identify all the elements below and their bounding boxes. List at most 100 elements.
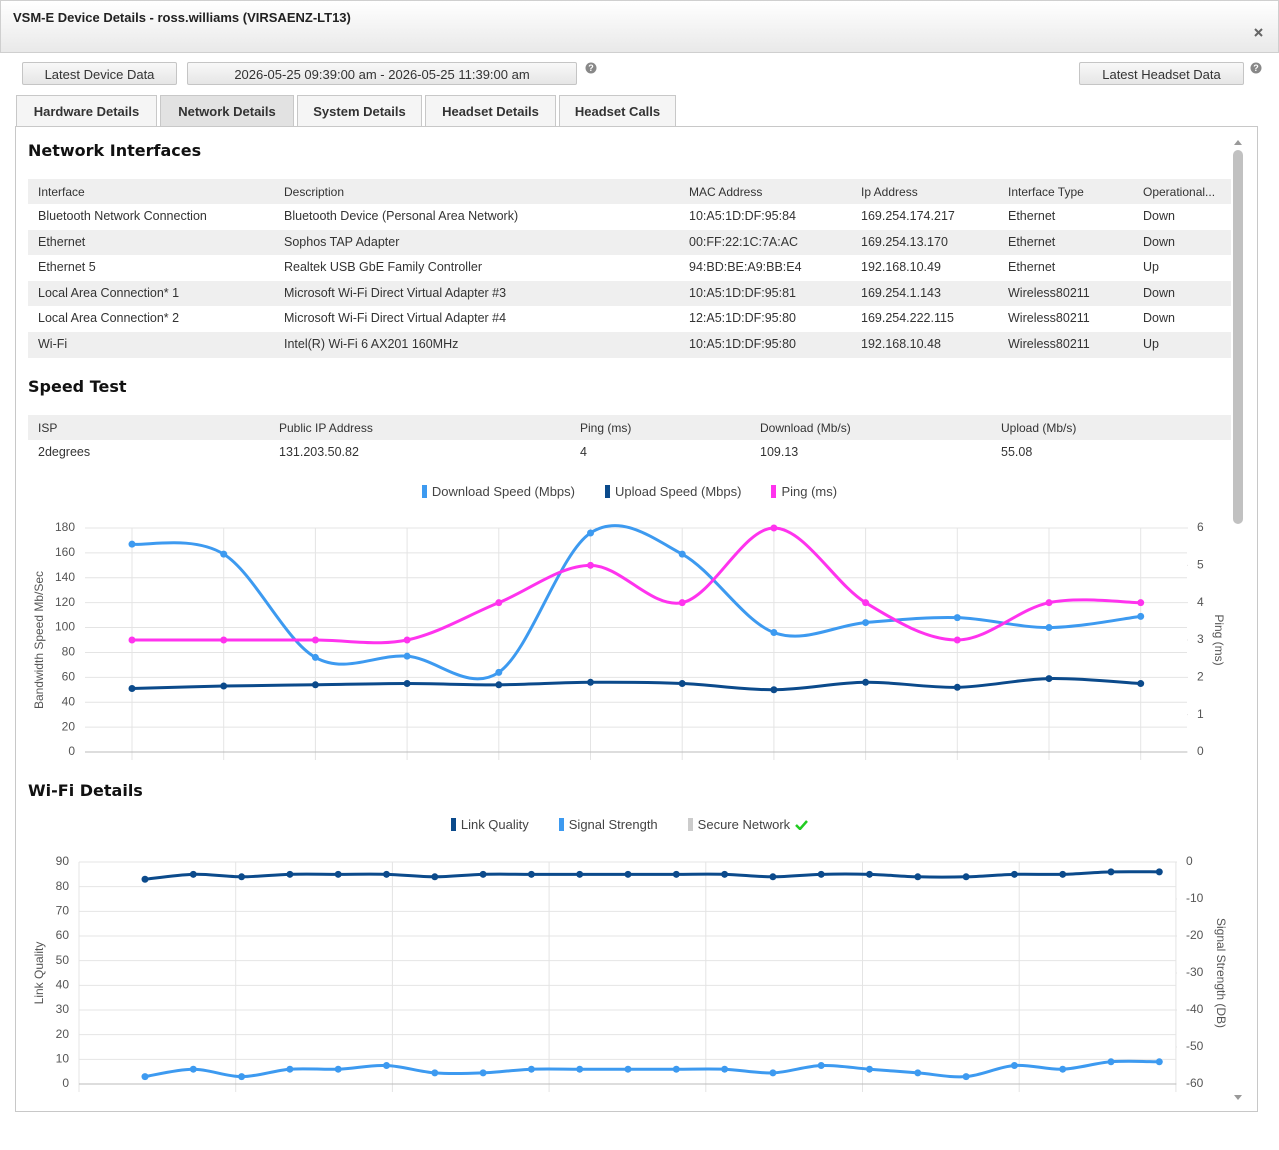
column-header: Interface <box>38 185 85 199</box>
legend-swatch <box>558 818 564 831</box>
table-cell: Bluetooth Network Connection <box>38 209 207 223</box>
legend-swatch <box>687 818 693 831</box>
table-cell: Wireless80211 <box>1008 285 1090 300</box>
scrollbar-thumb[interactable] <box>1233 150 1243 524</box>
column-header: Description <box>284 185 345 199</box>
table-cell: 4 <box>580 445 587 459</box>
scroll-up[interactable] <box>1233 138 1243 146</box>
table-cell: Up <box>1143 337 1159 351</box>
legend-label: Signal Strength <box>568 817 658 832</box>
legend-swatch <box>421 485 427 498</box>
scroll-down[interactable] <box>1233 1094 1243 1102</box>
table-cell: Down <box>1143 209 1175 223</box>
row-shade <box>28 229 1231 256</box>
latest-device-button[interactable]: Latest Device Data <box>22 62 177 85</box>
table-cell: 169.254.13.170 <box>861 234 948 249</box>
column-header: Ping (ms) <box>580 421 632 435</box>
legend-item: Ping (ms) <box>771 484 837 499</box>
column-header: Ip Address <box>861 185 918 199</box>
column-header: Interface Type <box>1008 185 1084 199</box>
column-header: Operational... <box>1143 185 1216 199</box>
legend: Download Speed (Mbps) Upload Speed (Mbps)… <box>28 484 1231 499</box>
latest-headset-button[interactable]: Latest Headset Data <box>1079 62 1244 85</box>
table-cell: 00:FF:22:1C:7A:AC <box>689 234 799 249</box>
table-cell: Up <box>1143 260 1159 275</box>
table-cell: 2degrees <box>38 445 91 459</box>
legend-item: Download Speed (Mbps) <box>421 484 575 499</box>
date-range-button[interactable]: 2026-05-25 09:39:00 am - 2026-05-25 11:3… <box>187 62 577 85</box>
tab[interactable]: Headset Calls <box>559 95 676 126</box>
column-header: Public IP Address <box>279 421 373 435</box>
table-header <box>28 179 1231 204</box>
close-icon[interactable] <box>1254 28 1264 38</box>
legend-swatch <box>771 485 777 498</box>
table-cell: Down <box>1143 311 1175 326</box>
table-cell: 169.254.222.115 <box>861 311 954 326</box>
legend: Link Quality Signal Strength Secure Networ… <box>28 817 1231 832</box>
table-cell: Down <box>1143 234 1175 249</box>
content-panel <box>15 126 1258 1112</box>
column-header: ISP <box>38 421 58 435</box>
table-cell: Ethernet 5 <box>38 260 96 275</box>
check-icon <box>795 820 809 830</box>
table-cell: 10:A5:1D:DF:95:84 <box>689 209 797 223</box>
table-cell: Microsoft Wi-Fi Direct Virtual Adapter #… <box>284 285 507 300</box>
legend-item: Upload Speed (Mbps) <box>604 484 742 499</box>
table-header <box>28 415 1231 440</box>
title-bar <box>0 0 1279 53</box>
tab[interactable]: Network Details <box>160 95 294 126</box>
section-title: Network Interfaces <box>28 141 202 160</box>
legend-item: Secure Network <box>687 817 809 832</box>
section-title: Wi-Fi Details <box>28 781 143 800</box>
table-cell: Microsoft Wi-Fi Direct Virtual Adapter #… <box>284 311 507 326</box>
svg-text:?: ? <box>588 63 594 73</box>
column-header: MAC Address <box>689 185 763 199</box>
table-cell: 55.08 <box>1001 445 1033 459</box>
table-cell: Sophos TAP Adapter <box>284 234 400 249</box>
table-cell: Realtek USB GbE Family Controller <box>284 260 482 275</box>
legend-label: Secure Network <box>697 817 791 832</box>
table-cell: 131.203.50.82 <box>279 445 359 459</box>
table-cell: 10:A5:1D:DF:95:80 <box>689 337 797 351</box>
table-cell: Ethernet <box>1008 260 1056 275</box>
svg-text:?: ? <box>1253 63 1259 73</box>
legend-swatch <box>450 818 456 831</box>
tab[interactable]: Hardware Details <box>16 95 157 126</box>
column-header: Upload (Mb/s) <box>1001 421 1077 435</box>
section-title: Speed Test <box>28 377 127 396</box>
table-cell: Intel(R) Wi-Fi 6 AX201 160MHz <box>284 337 459 351</box>
table-cell: Bluetooth Device (Personal Area Network) <box>284 209 519 223</box>
table-cell: 169.254.174.217 <box>861 209 955 223</box>
table-cell: Ethernet <box>1008 234 1056 249</box>
legend-label: Upload Speed (Mbps) <box>614 484 742 499</box>
row-shade <box>28 332 1231 358</box>
row-shade <box>28 280 1231 307</box>
legend-label: Ping (ms) <box>781 484 838 499</box>
table-cell: Ethernet <box>38 234 86 249</box>
help-icon[interactable]: ? <box>1250 62 1262 74</box>
table-cell: Down <box>1143 285 1175 300</box>
legend-label: Download Speed (Mbps) <box>431 484 575 499</box>
table-cell: 192.168.10.48 <box>861 337 941 351</box>
table-cell: 12:A5:1D:DF:95:80 <box>689 311 797 326</box>
table-cell: Wireless80211 <box>1008 337 1090 351</box>
table-cell: 192.168.10.49 <box>861 260 941 275</box>
table-cell: Wireless80211 <box>1008 311 1090 326</box>
table-cell: Local Area Connection* 2 <box>38 311 180 326</box>
tab[interactable]: Headset Details <box>425 95 556 126</box>
table-cell: 109.13 <box>760 445 799 459</box>
legend-item: Link Quality <box>450 817 529 832</box>
table-cell: Local Area Connection* 1 <box>38 285 180 300</box>
legend-swatch <box>604 485 610 498</box>
legend-item: Signal Strength <box>558 817 658 832</box>
legend-label: Link Quality <box>460 817 529 832</box>
table-cell: 169.254.1.143 <box>861 285 941 300</box>
column-header: Download (Mb/s) <box>760 421 851 435</box>
table-cell: 10:A5:1D:DF:95:81 <box>689 285 797 300</box>
table-cell: Ethernet <box>1008 209 1056 223</box>
table-cell: 94:BD:BE:A9:BB:E4 <box>689 260 802 275</box>
window-title: VSM-E Device Details - ross.williams (VI… <box>13 10 351 25</box>
tab[interactable]: System Details <box>297 95 422 126</box>
help-icon[interactable]: ? <box>585 62 597 74</box>
